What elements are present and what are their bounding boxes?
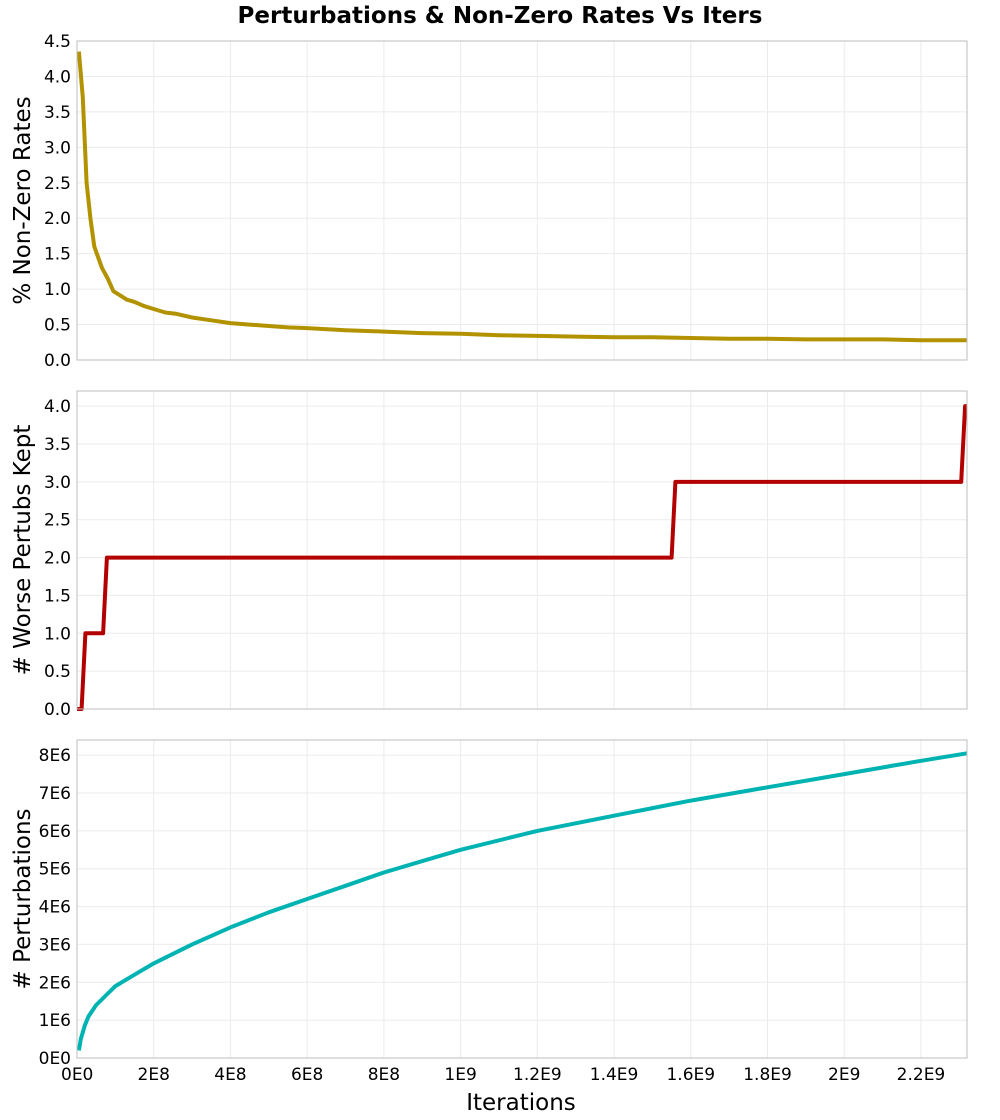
plot-frame <box>76 390 968 710</box>
x-axis-label: Iterations <box>466 1090 576 1116</box>
y-tick-label: 3.0 <box>44 473 71 493</box>
y-tick-label: 0.0 <box>44 700 71 720</box>
y-axis-label: # Perturbations <box>10 808 36 989</box>
y-tick-label: 4.0 <box>44 67 71 87</box>
y-tick-label: 6E6 <box>39 822 71 842</box>
x-tick-label: 8E8 <box>368 1065 400 1085</box>
x-tick-label: 1.4E9 <box>590 1065 639 1085</box>
y-tick-label: 0.5 <box>44 316 71 336</box>
x-tick-label: 2E8 <box>138 1065 170 1085</box>
y-tick-label: 1.5 <box>44 586 71 606</box>
y-tick-label: 8E6 <box>39 746 71 766</box>
x-tick-label: 2E9 <box>828 1065 860 1085</box>
y-tick-label: 4.0 <box>44 397 71 417</box>
y-tick-label: 0E0 <box>39 1049 71 1069</box>
series-line-worse-perturbs-kept <box>77 404 968 711</box>
y-axis-label: % Non-Zero Rates <box>10 96 36 304</box>
panel-worse-perturbs-kept: 0.0 0.5 1.0 1.5 2.0 2.5 3.0 3.5 4.0 # Worse Pertu… <box>10 390 968 720</box>
y-tick-label: 2.0 <box>44 549 71 569</box>
series-line-non-zero-rates <box>76 51 967 343</box>
y-tick-label: 4E6 <box>39 898 71 918</box>
y-tick-label: 5E6 <box>39 860 71 880</box>
y-tick-label: 0.5 <box>44 662 71 682</box>
y-tick-label: 7E6 <box>39 784 71 804</box>
panel-non-zero-rates: 0.0 0.5 1.0 1.5 2.0 2.5 3.0 3.5 4.0 4.5 % Non-Zero… <box>10 32 968 371</box>
series-line-perturbations <box>76 751 968 1051</box>
y-tick-label: 0.0 <box>44 351 71 371</box>
x-tick-label: 2.2E9 <box>897 1065 946 1085</box>
y-tick-label: 3.5 <box>44 435 71 455</box>
y-tick-label: 2.0 <box>44 209 71 229</box>
x-tick-label: 4E8 <box>214 1065 246 1085</box>
y-tick-label: 2E6 <box>39 973 71 993</box>
plot-frame <box>76 40 968 361</box>
y-tick-label: 3.5 <box>44 103 71 123</box>
y-tick-label: 3E6 <box>39 935 71 955</box>
x-tick-label: 1.6E9 <box>666 1065 715 1085</box>
y-tick-label: 1E6 <box>39 1011 71 1031</box>
y-tick-label: 2.5 <box>44 174 71 194</box>
y-tick-label: 1.0 <box>44 624 71 644</box>
y-tick-label: 1.5 <box>44 245 71 265</box>
y-tick-label: 2.5 <box>44 511 71 531</box>
x-tick-label: 1.8E9 <box>743 1065 792 1085</box>
chart-title: Perturbations & Non-Zero Rates Vs Iters <box>238 3 763 29</box>
x-tick-label: 6E8 <box>291 1065 323 1085</box>
y-tick-label: 4.5 <box>44 32 71 52</box>
x-tick-label: 1E9 <box>444 1065 476 1085</box>
plot-frame <box>76 739 968 1059</box>
panel-perturbations: 0E0 1E6 2E6 3E6 4E6 5E6 6E6 7E6 8E6 # Perturbatio… <box>10 739 968 1085</box>
y-tick-label: 1.0 <box>44 280 71 300</box>
x-tick-label: 1.2E9 <box>513 1065 562 1085</box>
x-tick-label: 0E0 <box>61 1065 93 1085</box>
y-tick-label: 3.0 <box>44 138 71 158</box>
y-axis-label: # Worse Pertubs Kept <box>10 425 36 676</box>
